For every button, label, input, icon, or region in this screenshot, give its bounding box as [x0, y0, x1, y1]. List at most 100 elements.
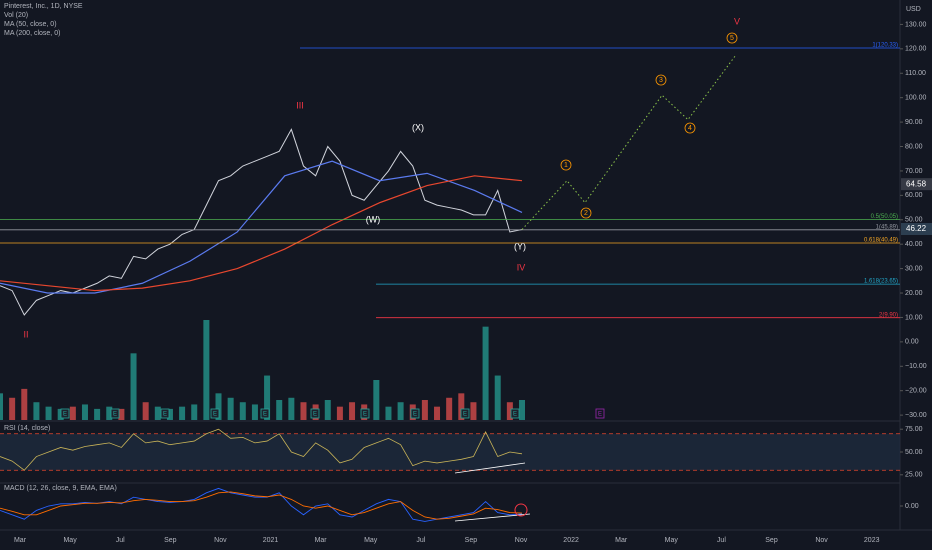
y-tick-label: 100.00	[905, 95, 927, 102]
earnings-marker: E	[463, 412, 467, 418]
volume-bar	[191, 404, 198, 420]
earnings-marker: E	[313, 412, 317, 418]
price-label-box	[901, 222, 932, 235]
volume-legend: Vol (20)	[4, 12, 28, 19]
earnings-box	[110, 408, 120, 419]
y-tick-label: 50.00	[905, 217, 923, 224]
earnings-marker: E	[163, 412, 167, 418]
volume-bar	[482, 326, 489, 420]
volume-bar	[506, 402, 513, 420]
x-tick-label: Jul	[416, 537, 425, 544]
volume-bar	[276, 400, 283, 420]
wave-label: (X)	[412, 122, 424, 132]
x-tick-label: 2021	[263, 537, 279, 544]
earnings-box	[160, 408, 170, 419]
wave-circle	[580, 207, 592, 219]
wave-label: V	[734, 16, 740, 26]
x-tick-label: Nov	[515, 537, 528, 544]
volume-bar	[94, 408, 101, 420]
volume-bar	[373, 380, 380, 420]
y-tick-label: 0.00	[905, 503, 919, 510]
wave-circle	[726, 32, 738, 44]
volume-bar	[251, 404, 258, 420]
wave-label: (Y)	[514, 241, 526, 251]
y-tick-label: 50.00	[905, 449, 923, 456]
wave-label: II	[23, 329, 28, 339]
price-label: 64.58	[906, 179, 927, 188]
y-tick-label: 110.00	[905, 70, 926, 77]
ma200-legend: MA (200, close, 0)	[4, 30, 60, 37]
volume-bar	[0, 393, 3, 420]
volume-bar	[324, 400, 331, 420]
earnings-marker: E	[513, 412, 517, 418]
moving-average	[0, 175, 523, 292]
earnings-box	[510, 408, 520, 419]
moving-average	[0, 160, 523, 294]
x-tick-label: Jul	[717, 537, 726, 544]
y-tick-label: 40.00	[905, 241, 923, 248]
x-tick-label: Sep	[765, 537, 778, 544]
volume-bar	[106, 406, 113, 420]
macd-legend: MACD (12, 26, close, 9, EMA, EMA)	[4, 485, 117, 492]
volume-bar	[21, 388, 28, 420]
earnings-marker: E	[413, 412, 417, 418]
earnings-marker: E	[113, 412, 117, 418]
earnings-box	[460, 408, 470, 419]
volume-bar	[45, 406, 52, 420]
wave-circle	[560, 159, 572, 171]
rsi-line	[0, 428, 523, 471]
fib-label: 1(45.89)	[876, 224, 898, 230]
price-label: 46.22	[906, 224, 927, 233]
earnings-box	[360, 408, 370, 419]
wave-circle	[655, 74, 667, 86]
y-tick-label: 20.00	[905, 290, 923, 297]
projection-path	[521, 55, 736, 230]
earnings-box	[310, 408, 320, 419]
rsi-legend: RSI (14, close)	[4, 425, 50, 432]
earnings-marker: E	[363, 412, 367, 418]
highlight-circle	[514, 503, 528, 517]
volume-bar	[385, 406, 392, 420]
y-tick-label: 70.00	[905, 168, 923, 175]
earnings-box	[595, 408, 605, 419]
x-tick-label: Mar	[14, 537, 27, 544]
x-tick-label: Jul	[116, 537, 125, 544]
volume-bar	[179, 406, 186, 420]
y-tick-label: −20.00	[905, 388, 927, 395]
ma50-legend: MA (50, close, 0)	[4, 21, 57, 28]
wave-label: 5	[730, 35, 734, 42]
volume-bar	[154, 406, 161, 420]
price-label-box	[901, 178, 932, 191]
earnings-box	[60, 408, 70, 419]
x-tick-label: Sep	[164, 537, 177, 544]
x-tick-label: 2023	[864, 537, 880, 544]
y-tick-label: 90.00	[905, 119, 923, 126]
x-tick-label: May	[364, 537, 378, 544]
signal-line	[0, 491, 523, 520]
fib-label: 2(9.90)	[879, 312, 898, 318]
fib-label: 0.5(50.05)	[871, 214, 898, 220]
volume-bar	[239, 402, 246, 420]
volume-bar	[349, 402, 356, 420]
currency: USD	[906, 6, 921, 13]
volume-bar	[227, 397, 234, 420]
volume-bar	[130, 353, 137, 420]
volume-bar	[33, 402, 40, 420]
x-tick-label: Nov	[815, 537, 828, 544]
earnings-box	[210, 408, 220, 419]
earnings-marker: E	[263, 412, 267, 418]
x-tick-label: Mar	[315, 537, 328, 544]
volume-bar	[215, 393, 222, 420]
symbol-legend: Pinterest, Inc., 1D, NYSE	[4, 3, 83, 10]
volume-bar	[300, 402, 307, 420]
fib-label: 0.618(40.49)	[864, 238, 898, 244]
earnings-marker: E	[213, 412, 217, 418]
volume-bar	[9, 397, 16, 420]
fib-label: 1(120.33)	[872, 43, 898, 49]
y-tick-label: 130.00	[905, 21, 927, 28]
volume-bar	[421, 400, 428, 420]
x-tick-label: Mar	[615, 537, 628, 544]
y-tick-label: 80.00	[905, 143, 923, 150]
y-tick-label: 120.00	[905, 46, 927, 53]
